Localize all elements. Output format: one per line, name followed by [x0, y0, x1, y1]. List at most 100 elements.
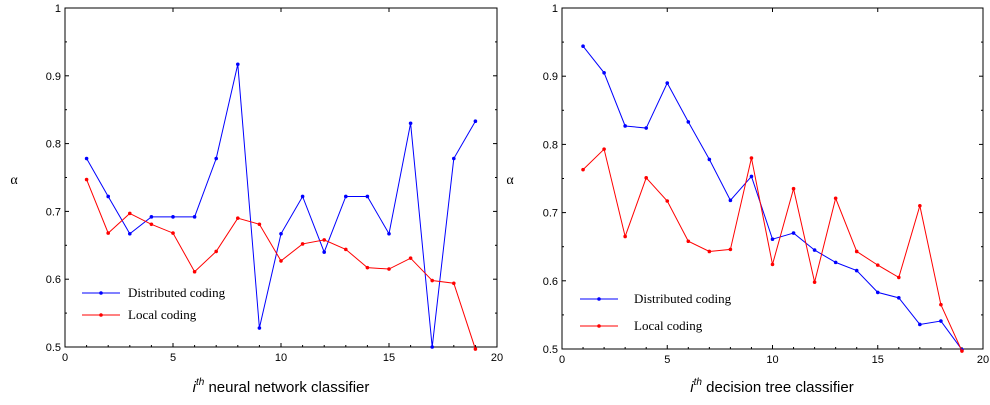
data-point — [365, 194, 370, 199]
data-point — [791, 231, 796, 235]
data-point — [833, 196, 838, 201]
data-point — [581, 44, 585, 48]
data-point — [644, 176, 648, 180]
x-tick-label: 0 — [62, 352, 68, 364]
data-point — [623, 124, 627, 128]
data-point — [602, 147, 606, 151]
series-line-local — [86, 179, 476, 350]
x-tick-label: 15 — [383, 352, 395, 364]
legend-marker — [597, 297, 601, 301]
data-point — [344, 194, 348, 199]
data-point — [644, 126, 648, 130]
data-point — [279, 259, 283, 263]
y-tick-label: 0.9 — [46, 71, 61, 83]
x-axis-label-rest: neural network classifier — [204, 379, 369, 396]
data-point — [408, 256, 413, 260]
y-tick-label: 0.8 — [543, 139, 558, 151]
chart-panel-1: 0 5 10 15 20 0.5 0.6 0.7 0.8 0.9 1 Distributed codi… — [10, 3, 503, 396]
data-point — [322, 250, 327, 254]
data-point — [939, 319, 943, 323]
x-axis-label-rest: decision tree classifier — [702, 379, 854, 396]
x-tick-label: 10 — [766, 354, 778, 366]
legend-marker — [99, 313, 103, 317]
data-point — [257, 222, 262, 227]
x-axis-label-prefix: i — [690, 379, 694, 396]
data-point — [875, 263, 880, 267]
data-point — [322, 238, 327, 242]
data-point — [128, 211, 132, 216]
data-point — [897, 296, 901, 300]
data-point — [106, 231, 110, 235]
x-axis-label-sup: th — [196, 377, 205, 388]
data-point — [171, 231, 175, 235]
data-point — [257, 326, 262, 330]
data-point — [875, 290, 880, 295]
data-point — [686, 120, 691, 124]
x-axis-label: ith decision tree classifier — [690, 377, 853, 396]
y-tick-label: 0.7 — [543, 208, 558, 220]
legend-label: Distributed coding — [634, 291, 732, 306]
x-tick-label: 0 — [559, 354, 565, 366]
plot-frame — [561, 7, 984, 350]
data-point — [812, 248, 817, 252]
data-point — [387, 267, 391, 271]
data-point — [192, 269, 197, 274]
data-point — [749, 156, 754, 160]
data-point — [84, 156, 89, 161]
data-point — [581, 167, 585, 172]
x-axis-label-prefix: i — [193, 379, 197, 396]
data-point — [897, 275, 901, 280]
data-point — [707, 157, 712, 162]
data-point — [149, 222, 154, 227]
x-tick-label: 10 — [275, 352, 287, 364]
x-tick-label: 20 — [977, 354, 989, 366]
data-point — [665, 81, 670, 85]
data-point — [728, 198, 733, 203]
data-point — [749, 174, 754, 179]
data-point — [833, 260, 838, 265]
y-axis-label: α — [506, 173, 514, 188]
data-point — [236, 62, 240, 67]
y-tick-label: 1 — [55, 3, 61, 15]
legend: Distributed coding Local coding — [82, 285, 226, 322]
data-point — [665, 199, 670, 203]
x-axis-label: ith neural network classifier — [193, 377, 370, 396]
data-point — [728, 247, 733, 252]
data-point — [84, 177, 89, 182]
data-point — [602, 70, 606, 75]
data-point — [300, 194, 305, 199]
data-point — [707, 249, 712, 254]
data-point — [452, 156, 456, 161]
data-point — [430, 278, 435, 283]
y-axis-label: α — [10, 173, 18, 188]
data-point — [344, 247, 348, 252]
data-point — [279, 231, 283, 236]
x-tick-label: 5 — [664, 354, 670, 366]
data-point — [918, 203, 922, 208]
y-tick-label: 1 — [552, 3, 558, 15]
data-point — [473, 347, 478, 351]
data-point — [623, 234, 627, 239]
data-point — [387, 231, 391, 236]
data-point — [214, 156, 218, 161]
data-point — [149, 215, 154, 219]
y-tick-label: 0.8 — [46, 139, 61, 151]
y-tick-label: 0.6 — [543, 276, 558, 288]
data-point — [770, 262, 775, 267]
data-point — [128, 231, 132, 236]
series-line-distributed — [86, 64, 476, 348]
data-point — [452, 281, 456, 286]
data-point — [686, 239, 691, 244]
data-point — [408, 121, 413, 126]
data-point — [770, 237, 775, 241]
data-point — [192, 215, 197, 219]
data-point — [300, 242, 305, 246]
data-point — [939, 302, 943, 307]
data-point — [365, 265, 370, 270]
y-tick-label: 0.5 — [46, 342, 61, 354]
data-point — [473, 119, 478, 124]
x-axis-label-sup: th — [694, 377, 703, 388]
legend-label: Local coding — [128, 307, 197, 322]
legend-marker — [99, 291, 103, 295]
